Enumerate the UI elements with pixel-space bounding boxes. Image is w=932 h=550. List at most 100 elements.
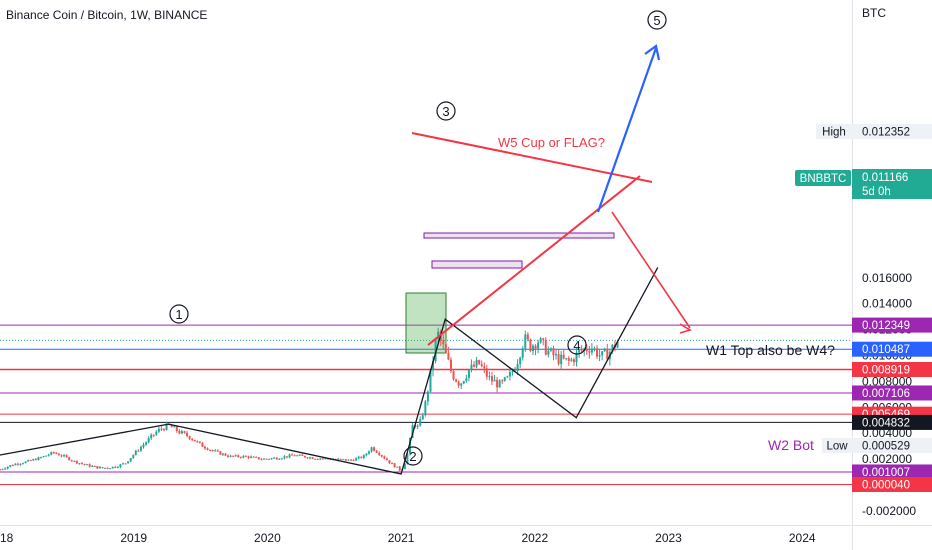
level-badge-value: 0.012349 [862,320,910,332]
candle-body [262,458,265,460]
candle-body [316,458,319,460]
candle-body [191,438,194,440]
candle-body [216,450,219,452]
y-tick-label: 0.002000 [862,452,912,466]
candle-body [437,331,440,339]
candle-body [209,449,212,451]
candle-body [127,461,130,464]
candle-body [237,455,240,457]
candle-body [9,465,12,467]
candle-body [375,450,378,453]
candle-body [227,455,230,457]
candle-body [32,459,35,461]
candle-body [393,463,396,468]
candle-body [421,415,424,420]
candle-body [1,469,4,471]
candle-body [196,441,199,443]
level-badge-bg [852,385,932,401]
candle-body [347,459,350,461]
candle-body [244,455,247,457]
candle-body [134,450,137,455]
candle-body [121,463,124,465]
candle-body [104,467,107,469]
level-badge-bg [852,464,932,480]
cup-or-flag-annotation: W5 Cup or FLAG? [498,135,605,150]
candle-body [544,339,547,355]
level-badge-value: 0.010487 [862,344,910,356]
candle-body [442,340,445,345]
candle-body [60,455,63,457]
candle-body [101,467,104,469]
candle-body [206,448,209,450]
y-tick-label: 0.014000 [862,297,912,311]
x-tick-label: 2020 [254,531,281,545]
ticker-badge[interactable]: BNBBTC 0.011166 5d 0h [795,169,932,199]
candle-body [6,466,9,469]
ticker-price: 0.011166 [862,172,908,184]
range-box-lower [431,260,523,269]
wave-2-label: 2 [409,449,416,464]
elliott-wave-path [0,267,659,475]
candle-body [590,348,593,353]
candle-body [68,457,71,461]
candle-body [150,434,153,439]
currency-label: BTC [862,6,886,20]
candle-body [55,452,58,454]
breakout-projection [596,47,658,213]
candle-body [170,424,173,428]
candle-body [203,446,206,449]
level-badge-bg [852,317,932,333]
candle-body [503,377,506,381]
range-box-upper [423,232,615,239]
candle-body [265,458,268,460]
candle-body [273,457,276,459]
candle-body [324,458,327,460]
candle-body [552,348,555,356]
wave-2-marker: 2 [403,446,423,466]
candle-body [129,458,132,462]
candle-body [162,429,165,431]
candle-body [534,345,537,349]
candle-body [268,458,271,460]
breakdown-projection [611,211,691,329]
candle-body [352,460,355,462]
low-badge-value: 0.000529 [862,441,910,453]
high-badge-label: High [822,127,846,139]
candle-body [496,379,499,388]
candle-body [224,453,227,456]
candle-body [585,348,588,352]
level-badges: 0.0123490.0104870.0089190.0071060.005469… [852,317,932,492]
x-tick-label: 18 [0,531,14,545]
candle-body [229,455,232,457]
candle-body [524,334,527,349]
candle-body [75,460,78,464]
candle-body [447,352,450,360]
candle-body [321,458,324,460]
wave-3-marker: 3 [436,101,456,121]
wave-4-label: 4 [573,338,580,353]
candle-body [342,459,345,461]
candle-body [383,456,386,459]
candle-body [186,432,189,437]
wave-3-label: 3 [442,104,449,119]
candle-body [557,354,560,365]
candle-body [549,348,552,351]
candle-body [378,452,381,456]
candle-body [467,370,470,378]
candle-body [155,431,158,435]
candle-body [455,379,458,382]
candle-body [157,428,160,432]
candle-body [165,423,168,431]
candle-body [567,358,570,361]
candle-body [388,460,391,464]
x-axis[interactable]: 18 2019 2020 2021 2022 2023 2024 [0,531,816,545]
candle-body [380,455,383,457]
level-badge-value: 0.001007 [862,467,910,479]
candle-body [98,467,101,469]
candle-body [106,467,109,469]
candle-body [111,466,114,469]
candle-body [490,376,493,382]
candle-body [303,455,306,458]
level-badge-bg [852,341,932,357]
